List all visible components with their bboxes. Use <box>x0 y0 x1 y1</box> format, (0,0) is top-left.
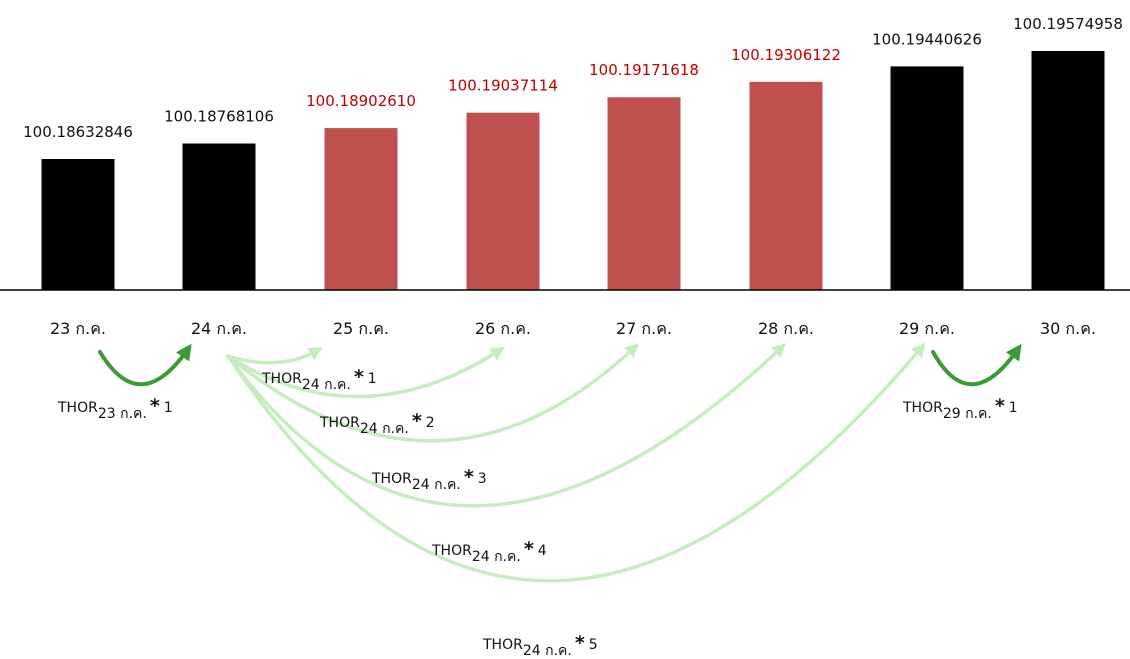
annotation-arrows-group <box>98 342 1022 583</box>
category-label-2: 24 ก.ค. <box>191 319 247 338</box>
bar-1 <box>41 159 115 290</box>
annotation-arrow-7 <box>931 343 1022 387</box>
value-label-4: 100.19037114 <box>448 77 558 95</box>
annotation-label-7: THOR29 ก.ค. * 1 <box>902 395 1018 422</box>
category-labels-group: 23 ก.ค. 24 ก.ค. 25 ก.ค. 26 ก.ค. 27 ก.ค. 28 ก.… <box>50 319 1096 338</box>
annotation-arrow-3 <box>226 346 505 399</box>
annotation-label-6: THOR24 ก.ค. * 5 <box>482 632 598 659</box>
category-label-6: 28 ก.ค. <box>758 319 814 338</box>
annotation-label-3: THOR24 ก.ค. * 2 <box>319 410 435 437</box>
annotation-arrow-6 <box>226 342 926 583</box>
value-label-3: 100.18902610 <box>306 92 416 110</box>
annotation-arrow-2 <box>226 347 323 365</box>
category-label-5: 27 ก.ค. <box>616 319 672 338</box>
bar-6 <box>749 81 823 290</box>
value-label-7: 100.19440626 <box>872 30 982 48</box>
value-label-8: 100.19574958 <box>1013 15 1123 33</box>
annotation-label-5: THOR24 ก.ค. * 4 <box>431 538 547 565</box>
value-labels-group: 100.18632846 100.18768106 100.18902610 100.… <box>23 15 1123 141</box>
annotation-arrow-5 <box>226 343 787 508</box>
value-label-1: 100.18632846 <box>23 123 133 141</box>
bar-4 <box>466 112 540 290</box>
value-label-6: 100.19306122 <box>731 46 841 64</box>
bar-2 <box>182 143 256 290</box>
category-label-1: 23 ก.ค. <box>50 319 106 338</box>
category-label-3: 25 ก.ค. <box>333 319 389 338</box>
bar-7 <box>890 66 964 290</box>
value-label-5: 100.19171618 <box>589 61 699 79</box>
annotation-label-4: THOR24 ก.ค. * 3 <box>371 466 487 493</box>
value-label-2: 100.18768106 <box>164 107 274 125</box>
bar-3 <box>324 128 398 290</box>
bars-group <box>41 51 1105 290</box>
annotation-arrow-1 <box>98 343 192 387</box>
annotation-arrow-4 <box>226 343 640 443</box>
category-label-8: 30 ก.ค. <box>1040 319 1096 338</box>
bar-5 <box>607 97 681 290</box>
category-label-4: 26 ก.ค. <box>475 319 531 338</box>
annotation-labels-group: THOR23 ก.ค. * 1 THOR24 ก.ค. * 1 THOR24 ก.ค. * 2 T… <box>57 366 1018 659</box>
bar-8 <box>1031 51 1105 290</box>
category-label-7: 29 ก.ค. <box>899 319 955 338</box>
annotation-label-2: THOR24 ก.ค. * 1 <box>261 366 377 393</box>
annotation-label-1: THOR23 ก.ค. * 1 <box>57 395 173 422</box>
